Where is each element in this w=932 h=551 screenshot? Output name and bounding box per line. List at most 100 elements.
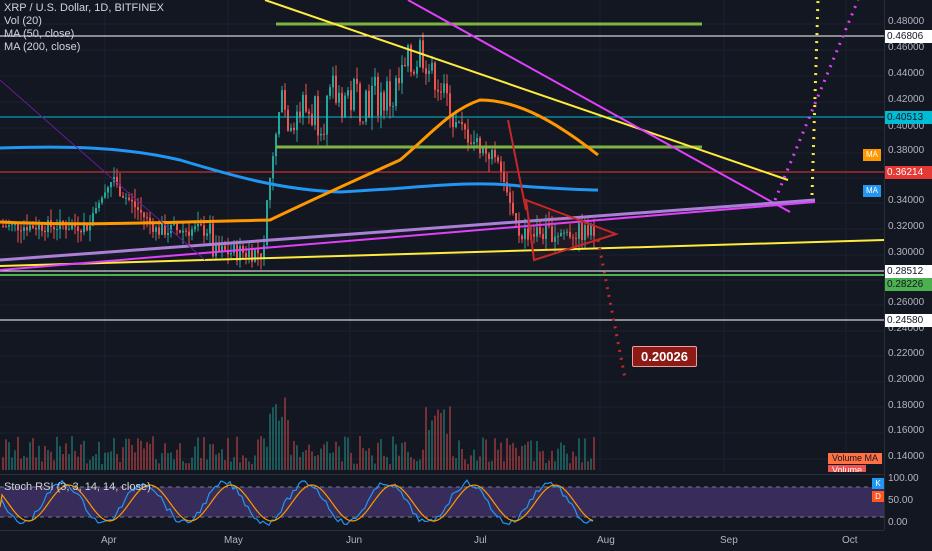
- volume-bar: [446, 433, 448, 470]
- candle-body: [41, 224, 43, 231]
- volume-bar: [380, 438, 382, 470]
- symbol-title[interactable]: XRP / U.S. Dollar, 1D, BITFINEX: [4, 2, 164, 14]
- candle-body: [428, 70, 430, 74]
- candle-body: [443, 83, 445, 93]
- candle-body: [143, 212, 145, 218]
- candle-body: [308, 111, 310, 114]
- candle-body: [470, 142, 472, 144]
- volume-bar: [305, 450, 307, 470]
- vol-legend[interactable]: Vol (20): [4, 15, 42, 27]
- volume-bar: [512, 442, 514, 470]
- stoch-rsi-pane[interactable]: Stoch RSI (3, 3, 14, 14, close) K D: [0, 474, 884, 531]
- volume-bar: [581, 462, 583, 470]
- volume-bar: [392, 436, 394, 470]
- volume-bar: [461, 449, 463, 470]
- candle-body: [212, 223, 214, 257]
- volume-bar: [29, 442, 31, 470]
- volume-bar: [413, 459, 415, 470]
- candle-body: [260, 253, 262, 259]
- candle-body: [23, 227, 25, 232]
- candle-body: [575, 238, 577, 240]
- candle-body: [149, 217, 151, 223]
- volume-bar: [65, 443, 67, 470]
- rsi-canvas[interactable]: [0, 475, 884, 531]
- candle-body: [122, 195, 124, 198]
- volume-bar: [134, 452, 136, 470]
- candle-body: [230, 252, 232, 255]
- volume-bar: [257, 439, 259, 470]
- price-axis[interactable]: 0.48000 0.46000 0.44000 0.42000 0.40000 …: [863, 0, 932, 530]
- volume-bar: [416, 461, 418, 470]
- volume-bar: [110, 451, 112, 470]
- volume-bar: [482, 437, 484, 470]
- ma50-legend[interactable]: MA (50, close): [4, 28, 75, 40]
- candle-body: [473, 141, 475, 144]
- triangle-pattern: [524, 198, 620, 262]
- volume-bar: [227, 438, 229, 470]
- candle-body: [332, 75, 334, 88]
- volume-bar: [329, 453, 331, 470]
- volume-bar: [347, 437, 349, 470]
- volume-bar: [185, 463, 187, 470]
- stoch-k-line: [0, 479, 594, 527]
- price-tick: 0.40000: [888, 121, 925, 132]
- chart-canvas[interactable]: [0, 0, 885, 472]
- volume-bar: [518, 455, 520, 470]
- candle-body: [35, 228, 37, 230]
- volume-bar: [320, 448, 322, 470]
- candle-body: [47, 220, 49, 232]
- volume-bar: [269, 413, 271, 470]
- ma200-legend[interactable]: MA (200, close): [4, 41, 81, 53]
- candle-body: [350, 90, 352, 111]
- candle-body: [323, 133, 325, 135]
- candle-body: [494, 149, 496, 158]
- candle-body: [593, 225, 595, 236]
- candle-body: [125, 197, 127, 199]
- volume-bar: [323, 444, 325, 470]
- candle-body: [200, 223, 202, 226]
- volume-bar: [35, 457, 37, 470]
- candle-body: [290, 127, 292, 131]
- volume-bar: [338, 446, 340, 470]
- time-axis[interactable]: Apr May Jun Jul Aug Sep Oct: [0, 530, 884, 551]
- volume-bar: [275, 404, 277, 470]
- volume-bar: [494, 438, 496, 470]
- volume-bar: [407, 451, 409, 470]
- candle-body: [26, 227, 28, 231]
- volume-bar: [344, 436, 346, 470]
- candle-body: [269, 178, 271, 201]
- candle-body: [488, 153, 490, 160]
- volume-bar: [251, 463, 253, 470]
- ma200-price-badge: MA: [863, 185, 881, 197]
- candle-body: [17, 223, 19, 231]
- candle-body: [458, 121, 460, 123]
- candle-body: [491, 149, 493, 160]
- candle-body: [395, 77, 397, 107]
- candle-body: [233, 244, 235, 253]
- candle-body: [77, 226, 79, 231]
- price-chart[interactable]: XRP / U.S. Dollar, 1D, BITFINEX Vol (20)…: [0, 0, 885, 472]
- volume-bar: [170, 452, 172, 470]
- candle-body: [362, 121, 364, 123]
- target-price-label[interactable]: 0.20026: [632, 346, 697, 367]
- volume-bar: [491, 460, 493, 470]
- volume-bar: [149, 443, 151, 470]
- candle-body: [218, 243, 220, 251]
- candle-body: [317, 96, 319, 136]
- candle-body: [554, 236, 556, 242]
- volume-bar: [44, 445, 46, 470]
- rsi-legend[interactable]: Stoch RSI (3, 3, 14, 14, close): [4, 481, 151, 493]
- volume-bar: [593, 436, 595, 470]
- candle-body: [446, 83, 448, 94]
- volume-bar: [179, 443, 181, 470]
- candle-body: [482, 146, 484, 154]
- thin-purple-line: [0, 79, 206, 261]
- candle-body: [545, 223, 547, 239]
- volume-bar: [137, 438, 139, 470]
- candle-body: [329, 87, 331, 96]
- volume-bar: [155, 459, 157, 470]
- volume-bar: [20, 458, 22, 470]
- volume-bar: [497, 449, 499, 470]
- candle-body: [551, 226, 553, 242]
- volume-bar: [203, 436, 205, 470]
